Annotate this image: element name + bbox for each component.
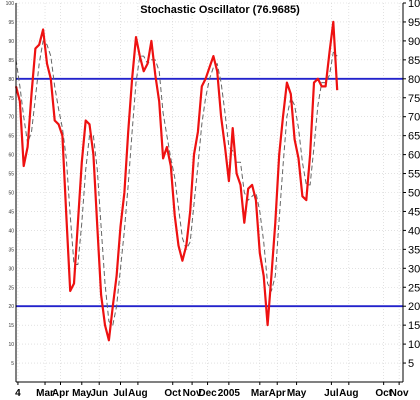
y-tick-label-left-80: 80 [8,77,14,83]
y-tick-label-right-5: 5 [408,358,414,370]
x-tick-label-11: Mar [251,388,269,399]
x-tick-label-8: Nov [183,388,202,399]
x-tick-label-10: 2005 [218,388,241,399]
y-tick-label-right-95: 95 [408,17,420,29]
y-tick-label-right-80: 80 [408,74,420,86]
y-tick-label-right-85: 85 [408,55,420,67]
y-tick-label-right-50: 50 [408,188,420,200]
y-tick-label-right-70: 70 [408,112,420,124]
series-line-signal [15,40,338,326]
x-tick-label-17: Nov [390,388,409,399]
y-tick-label-left-5: 5 [11,361,14,367]
y-tick-label-left-15: 15 [8,323,14,329]
y-tick-label-left-20: 20 [8,304,14,310]
y-tick-label-right-25: 25 [408,282,420,294]
x-tick-label-16: Oct [375,388,392,399]
series-group [14,20,339,342]
y-tick-label-right-55: 55 [408,169,420,181]
y-tick-label-right-35: 35 [408,244,420,256]
y-tick-label-left-70: 70 [8,115,14,121]
x-tick-label-7: Oct [164,388,181,399]
y-tick-label-right-30: 30 [408,263,420,275]
y-tick-label-left-90: 90 [8,39,14,45]
series-line-stochastic [14,20,339,342]
y-tick-label-left-95: 95 [8,20,14,26]
x-tick-label-14: Jul [324,388,339,399]
x-tick-label-0: 4 [15,388,21,399]
y-tick-label-right-10: 10 [408,339,420,351]
y-tick-label-left-85: 85 [8,58,14,64]
y-axis-right-ticks: 5 10 15 20 25 30 35 40 45 50 55 60 65 70 75 80 85 90 95 100 [403,0,420,370]
y-tick-label-left-60: 60 [8,153,14,159]
y-axis-left-ticks: 5 10 15 20 25 30 35 40 45 50 55 60 65 70 75 80 85 90 95 100 [6,1,15,367]
x-tick-label-1: Mar [36,388,54,399]
y-tick-label-left-75: 75 [8,96,14,102]
y-tick-label-left-45: 45 [8,209,14,215]
y-tick-label-right-20: 20 [408,301,420,313]
y-tick-label-left-25: 25 [8,285,14,291]
y-tick-label-right-75: 75 [408,93,420,105]
chart-title: Stochastic Oscillator (76.9685) [140,4,300,16]
y-tick-label-left-35: 35 [8,247,14,253]
x-tick-label-4: Jun [90,388,108,399]
y-tick-label-left-40: 40 [8,228,14,234]
y-tick-label-left-55: 55 [8,172,14,178]
x-tick-label-12: Apr [269,388,286,399]
y-tick-label-left-100: 100 [6,1,15,7]
y-tick-label-right-65: 65 [408,131,420,143]
y-tick-label-left-65: 65 [8,134,14,140]
y-tick-label-left-10: 10 [8,342,14,348]
x-tick-label-13: May [287,388,307,399]
y-tick-label-right-15: 15 [408,320,420,332]
y-tick-label-right-100: 100 [408,0,420,10]
y-tick-label-left-30: 30 [8,266,14,272]
x-tick-label-15: Aug [339,388,358,399]
y-tick-label-left-50: 50 [8,191,14,197]
y-tick-label-right-60: 60 [408,150,420,162]
x-tick-label-2: Apr [52,388,69,399]
x-tick-label-6: Aug [128,388,147,399]
y-tick-label-right-90: 90 [408,36,420,48]
y-tick-label-right-45: 45 [408,206,420,218]
y-tick-label-right-40: 40 [408,225,420,237]
x-tick-label-3: May [72,388,92,399]
x-tick-label-5: Jul [113,388,128,399]
x-tick-label-9: Dec [198,388,217,399]
